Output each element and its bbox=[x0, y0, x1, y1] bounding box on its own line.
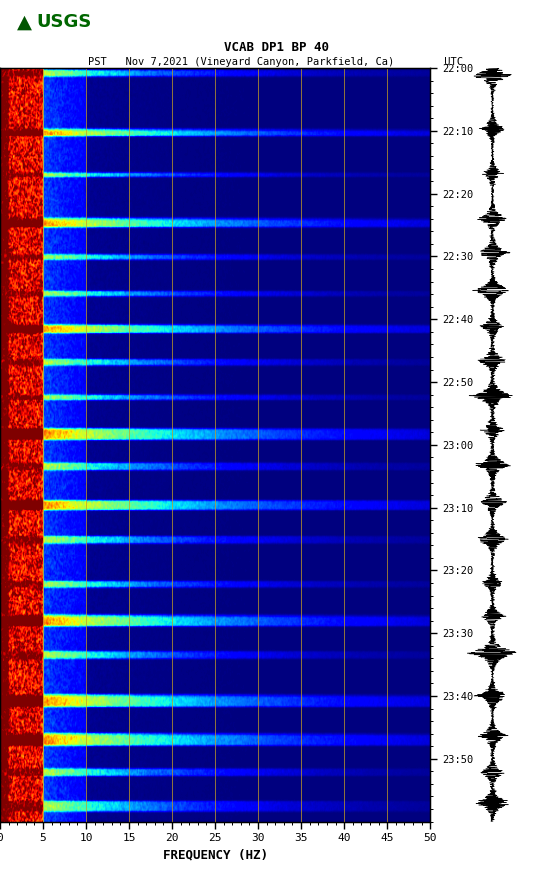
Text: ▲: ▲ bbox=[17, 13, 31, 32]
X-axis label: FREQUENCY (HZ): FREQUENCY (HZ) bbox=[163, 849, 268, 862]
Text: PST   Nov 7,2021 (Vineyard Canyon, Parkfield, Ca)        UTC: PST Nov 7,2021 (Vineyard Canyon, Parkfie… bbox=[88, 57, 464, 67]
Text: USGS: USGS bbox=[36, 13, 91, 31]
Text: VCAB DP1 BP 40: VCAB DP1 BP 40 bbox=[224, 41, 328, 54]
